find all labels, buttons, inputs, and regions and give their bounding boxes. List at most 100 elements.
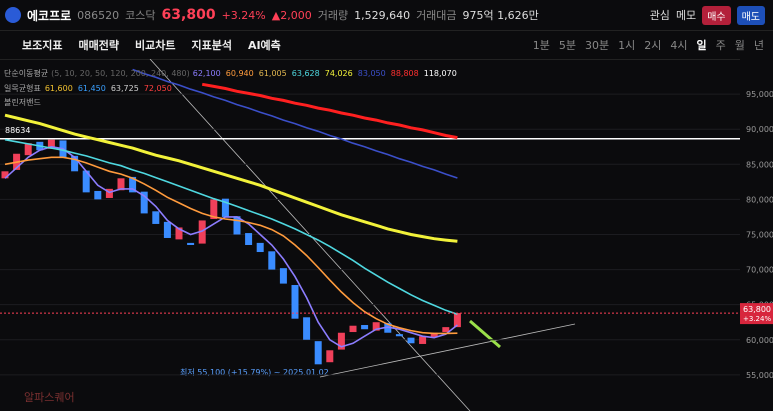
legend-value: 63,628 (291, 69, 320, 78)
ma-line (4, 138, 458, 316)
code: 086520 (77, 8, 120, 22)
tool[interactable]: AI예측 (247, 39, 281, 52)
y-tick-label: 95,000 (746, 90, 773, 99)
candle (221, 198, 229, 217)
trend-line (319, 323, 576, 378)
ma-line (132, 68, 458, 179)
memo[interactable]: 메모 (675, 9, 697, 22)
candle (291, 285, 299, 319)
tool[interactable]: 지표분석 (191, 39, 232, 52)
trend-line (149, 59, 471, 411)
buy-button[interactable]: 매수 (702, 5, 731, 25)
candle (129, 176, 137, 193)
current-price: 63,800 (743, 305, 771, 314)
legend-ichimoku: 일목균형표 61,600 61,450 63,725 72,050 (4, 83, 177, 94)
candle (1, 171, 9, 179)
current-pct: +3.24% (743, 315, 771, 323)
period[interactable]: 5분 (558, 39, 576, 52)
candle (372, 322, 380, 331)
volume: 1,529,640 (354, 8, 411, 22)
ma-line (4, 145, 458, 348)
y-tick-label: 80,000 (746, 195, 773, 204)
current-badge (740, 303, 773, 325)
candle (361, 325, 369, 330)
candle (395, 334, 403, 337)
legend-label: 단순이동평균 (4, 69, 49, 78)
tool[interactable]: 매매전략 (78, 39, 119, 52)
watch[interactable]: 관심 (649, 9, 670, 22)
legend-value: 62,100 (192, 69, 221, 78)
price: 63,800 (161, 7, 216, 23)
period[interactable]: 1시 (618, 39, 636, 52)
candle (152, 211, 160, 224)
period[interactable]: 4시 (670, 39, 688, 52)
low-note: 최저 55,100 (+15.79%) ~ 2025.01.02 (180, 367, 329, 377)
y-tick-label: 90,000 (746, 125, 773, 134)
ma-line (201, 82, 458, 140)
period[interactable]: 2시 (644, 39, 662, 52)
candle (256, 242, 264, 253)
period[interactable]: 30분 (585, 39, 610, 52)
candle (175, 227, 183, 240)
tool[interactable]: 보조지표 (22, 39, 63, 52)
period[interactable]: 월 (734, 39, 745, 52)
legend-value: 72,050 (143, 84, 172, 93)
change: ▲2,000 (271, 8, 312, 22)
candle (245, 233, 253, 246)
legend-value: 74,026 (324, 69, 353, 78)
candle (82, 170, 90, 193)
legend-value: 61,600 (44, 84, 73, 93)
period[interactable]: 1분 (532, 39, 550, 52)
candle (210, 199, 218, 220)
candle (419, 336, 427, 344)
tool[interactable]: 비교차트 (134, 39, 176, 52)
legend-sma: 단순이동평균 (5, 10, 20, 50, 120, 200, 240, 480… (4, 68, 462, 79)
header: 에코프로 086520 코스닥 63,800 +3.24% ▲2,000 거래량… (0, 0, 773, 31)
period[interactable]: 일 (696, 39, 707, 52)
legend-bollinger: 볼린저밴드 (4, 98, 41, 107)
candle (453, 313, 461, 328)
h-line-label: 88634 (5, 126, 30, 135)
market: 코스닥 (125, 9, 156, 22)
logo (5, 7, 21, 23)
y-tick-label: 85,000 (746, 160, 773, 169)
legend-value: 60,940 (225, 69, 254, 78)
candle (163, 221, 171, 238)
candle (233, 216, 241, 235)
candle (198, 220, 206, 244)
stock-name: 에코프로 (27, 8, 72, 23)
legend-value: 63,725 (110, 84, 139, 93)
period[interactable]: 년 (753, 39, 764, 52)
candle (71, 155, 79, 172)
y-tick-label: 55,000 (746, 371, 773, 380)
candle (117, 178, 125, 191)
y-tick-label: 70,000 (746, 266, 773, 275)
chart: 최저 55,100 (+15.79%) ~ 2025.01.02 알파스퀘어 5… (0, 59, 773, 411)
legend-value: 118,070 (423, 69, 457, 78)
candle (430, 332, 438, 337)
y-tick-label: 75,000 (746, 230, 773, 239)
candle (326, 350, 334, 363)
ma-line (4, 113, 458, 243)
candle (140, 191, 148, 214)
candle (94, 190, 102, 200)
candle (24, 143, 32, 156)
change-pct: +3.24% (221, 8, 266, 22)
candle (349, 325, 357, 333)
legend-value: 88,808 (390, 69, 419, 78)
candle (47, 139, 55, 149)
legend-value: 61,005 (258, 69, 287, 78)
amount-label: 거래대금 (416, 9, 457, 22)
legend-label: 일목균형표 (4, 84, 41, 93)
candle (268, 251, 276, 270)
axis-bg (740, 59, 773, 411)
candle (407, 337, 415, 344)
candle (105, 188, 113, 198)
period[interactable]: 주 (715, 39, 726, 52)
toolbar: 보조지표 매매전략 비교차트 지표분석 AI예측 1분 5분 30분 1시 2시 4시 일 주 월 년 (0, 31, 773, 60)
y-tick-label: 60,000 (746, 336, 773, 345)
candle (442, 327, 450, 333)
legend-value: 83,050 (357, 69, 386, 78)
sell-button[interactable]: 매도 (736, 5, 765, 25)
